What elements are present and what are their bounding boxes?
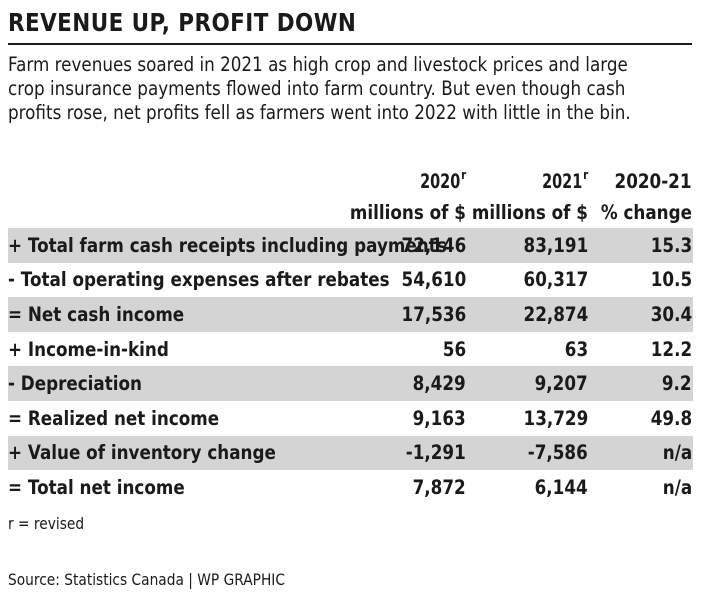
- table-row: - Total operating expenses after rebates…: [8, 263, 693, 298]
- row-label: + Value of inventory change: [8, 441, 276, 465]
- page-title: REVENUE UP, PROFIT DOWN: [8, 8, 357, 37]
- row-label: - Depreciation: [8, 372, 142, 396]
- row-label: = Net cash income: [8, 302, 185, 326]
- table-subheader-row: millions of $ millions of $ % change: [8, 197, 693, 228]
- value-2021: 9,207: [534, 372, 588, 396]
- header-2021: 2021r: [541, 168, 588, 193]
- value-2020: 8,429: [412, 372, 466, 396]
- table-row: = Net cash income 17,536 22,874 30.4: [8, 297, 693, 332]
- value-2020: 17,536: [401, 302, 466, 326]
- table-row: = Realized net income 9,163 13,729 49.8: [8, 401, 693, 436]
- value-2020: 54,610: [401, 268, 466, 292]
- value-2021: -7,586: [527, 441, 588, 465]
- table-row: + Value of inventory change -1,291 -7,58…: [8, 435, 693, 471]
- intro-line: Farm revenues soared in 2021 as high cro…: [8, 53, 628, 76]
- header-change: 2020-21: [615, 170, 692, 193]
- value-change: 9.2: [662, 372, 692, 396]
- value-2021: 13,729: [523, 406, 588, 430]
- source-credit: Source: Statistics Canada | WP GRAPHIC: [8, 570, 285, 589]
- value-2021: 22,874: [523, 302, 588, 326]
- row-label: = Total net income: [8, 475, 185, 499]
- table-row: - Depreciation 8,429 9,207 9.2: [8, 366, 693, 401]
- intro-line: crop insurance payments flowed into farm…: [8, 77, 626, 100]
- value-change: 15.3: [650, 233, 692, 257]
- value-2021: 63: [564, 337, 588, 361]
- row-label: = Realized net income: [8, 406, 220, 430]
- intro-paragraph: Farm revenues soared in 2021 as high cro…: [8, 53, 696, 125]
- value-2020: -1,291: [405, 441, 466, 465]
- unit-2021: millions of $: [471, 201, 588, 224]
- table-body: + Total farm cash receipts including pay…: [8, 228, 693, 505]
- value-2020: 9,163: [412, 406, 466, 430]
- value-2021: 6,144: [534, 475, 588, 499]
- table-row: = Total net income 7,872 6,144 n/a: [8, 470, 693, 505]
- unit-change: % change: [600, 201, 692, 224]
- row-label: + Income-in-kind: [8, 337, 169, 361]
- row-label: + Total farm cash receipts including pay…: [8, 233, 447, 257]
- value-change: 49.8: [650, 406, 692, 430]
- value-change: n/a: [662, 441, 692, 465]
- value-change: 10.5: [650, 268, 692, 292]
- value-2020: 72,146: [401, 233, 466, 257]
- footnote: r = revised: [8, 514, 85, 533]
- table-row: + Total farm cash receipts including pay…: [8, 228, 693, 263]
- title-divider: [8, 43, 692, 45]
- table-header-row: 2020r 2021r 2020-21: [8, 166, 693, 197]
- income-table: 2020r 2021r 2020-21 millions of $ millio…: [8, 166, 693, 505]
- value-2020: 7,872: [412, 475, 466, 499]
- value-2021: 60,317: [523, 268, 588, 292]
- intro-line: profits rose, net profits fell as farmer…: [8, 101, 631, 124]
- value-2021: 83,191: [523, 233, 588, 257]
- value-change: n/a: [662, 475, 692, 499]
- value-2020: 56: [442, 337, 466, 361]
- table-row: + Income-in-kind 56 63 12.2: [8, 332, 693, 367]
- value-change: 30.4: [650, 302, 692, 326]
- row-label: - Total operating expenses after rebates: [8, 268, 390, 292]
- value-change: 12.2: [650, 337, 692, 361]
- unit-2020: millions of $: [349, 201, 466, 224]
- header-2020: 2020r: [419, 168, 466, 193]
